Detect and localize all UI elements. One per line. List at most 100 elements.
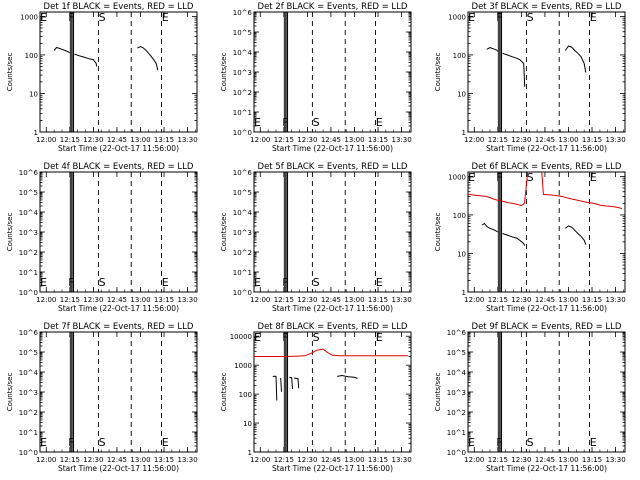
x-axis-label: Start Time (22-Oct-17 11:56:00): [58, 144, 179, 153]
lld-series-line: [468, 172, 529, 207]
xtick-label: 12:15: [60, 136, 80, 144]
xtick-label: 12:45: [535, 456, 555, 464]
events-series-line: [337, 374, 358, 379]
ytick-label: 1000: [448, 13, 466, 21]
xtick-label: 13:00: [558, 136, 578, 144]
x-axis-label: Start Time (22-Oct-17 11:56:00): [272, 144, 393, 153]
xtick-label: 12:30: [511, 296, 531, 304]
marker-letter-e: E: [468, 171, 475, 184]
marker-letter-f: F: [68, 436, 74, 449]
events-series-line: [502, 52, 526, 87]
xtick-label: 12:00: [464, 456, 484, 464]
xtick-label: 12:45: [107, 456, 127, 464]
marker-letter-f: F: [68, 11, 74, 24]
xtick-label: 13:30: [177, 296, 197, 304]
events-series-line: [502, 233, 526, 246]
xtick-label: 13:00: [344, 296, 364, 304]
marker-letter-e: E: [162, 276, 169, 289]
marker-letter-s: S: [99, 436, 106, 449]
events-series-line: [293, 377, 300, 389]
ytick-label: 1000: [234, 362, 252, 370]
ytick-label: 10^6: [19, 329, 39, 337]
xtick-label: 12:00: [36, 456, 56, 464]
x-axis-label: Start Time (22-Oct-17 11:56:00): [272, 304, 393, 313]
detector-panel-2: Det 2f BLACK = Events, RED = LLD 10^0 10^1…: [220, 2, 412, 153]
marker-letter-f: F: [282, 276, 288, 289]
ytick-label: 10: [457, 90, 466, 98]
y-axis-label: Counts/sec: [220, 373, 228, 412]
detector-panel-4: Det 4f BLACK = Events, RED = LLD 10^0 10^1…: [6, 162, 198, 313]
marker-letter-s: S: [527, 11, 534, 24]
ytick-label: 100: [239, 391, 252, 399]
plot-frame: [467, 11, 626, 133]
ytick-label: 10: [29, 90, 38, 98]
ytick-label: 10^4: [233, 49, 253, 57]
events-series-line: [280, 377, 282, 392]
marker-letter-e: E: [468, 436, 475, 449]
x-axis-label: Start Time (22-Oct-17 11:56:00): [486, 304, 607, 313]
ytick-label: 100: [453, 212, 466, 220]
xtick-label: 12:30: [297, 136, 317, 144]
ytick-label: 10^0: [233, 129, 252, 137]
plot-frame: [39, 171, 198, 293]
xtick-label: 12:45: [535, 296, 555, 304]
xtick-label: 12:15: [488, 296, 508, 304]
y-axis-label: Counts/sec: [434, 213, 442, 252]
plot-frame: [467, 331, 626, 453]
xtick-label: 12:45: [535, 136, 555, 144]
ytick-label: 10^3: [19, 229, 38, 237]
detector-panel-8: Det 8f BLACK = Events, RED = LLD 1 10 100 10…: [220, 322, 412, 473]
ytick-label: 10^3: [447, 389, 466, 397]
xtick-label: 13:30: [605, 136, 625, 144]
x-axis-label: Start Time (22-Oct-17 11:56:00): [486, 144, 607, 153]
ytick-label: 10^1: [233, 109, 252, 117]
ytick-label: 10^3: [233, 229, 252, 237]
xtick-label: 12:30: [83, 296, 103, 304]
xtick-label: 12:15: [274, 456, 294, 464]
ytick-label: 10^3: [233, 69, 252, 77]
ytick-label: 10^1: [19, 269, 38, 277]
ytick-label: 10^2: [233, 89, 252, 97]
ytick-label: 10^6: [19, 169, 39, 177]
ytick-label: 10^6: [447, 329, 467, 337]
xtick-label: 12:30: [83, 136, 103, 144]
ytick-label: 10^2: [19, 409, 38, 417]
xtick-label: 13:15: [582, 296, 602, 304]
xtick-label: 12:30: [511, 456, 531, 464]
panel-title: Det 9f BLACK = Events, RED = LLD: [472, 322, 622, 332]
lld-series-line: [541, 172, 623, 210]
plot-frame: [253, 331, 412, 453]
panel-title: Det 2f BLACK = Events, RED = LLD: [258, 2, 408, 12]
ytick-label: 10^0: [19, 289, 38, 297]
y-axis-label: Counts/sec: [434, 53, 442, 92]
ytick-label: 10^5: [447, 349, 466, 357]
panel-title: Det 4f BLACK = Events, RED = LLD: [44, 162, 194, 172]
y-axis-label: Counts/sec: [220, 213, 228, 252]
detector-panel-3: Det 3f BLACK = Events, RED = LLD 1 10 100 10…: [434, 2, 626, 153]
xtick-label: 13:30: [391, 296, 411, 304]
xtick-label: 12:45: [321, 456, 341, 464]
ytick-label: 10^3: [19, 389, 38, 397]
marker-letter-s: S: [313, 276, 320, 289]
xtick-label: 13:15: [154, 456, 174, 464]
y-axis-label: Counts/sec: [6, 53, 14, 92]
xtick-label: 12:00: [464, 136, 484, 144]
xtick-label: 13:30: [391, 136, 411, 144]
plot-frame: [467, 171, 626, 293]
panel-title: Det 1f BLACK = Events, RED = LLD: [44, 2, 194, 12]
xtick-label: 12:30: [83, 456, 103, 464]
xtick-label: 12:00: [250, 136, 270, 144]
xtick-label: 12:15: [488, 136, 508, 144]
xtick-label: 13:30: [605, 456, 625, 464]
events-series-line: [564, 45, 587, 73]
y-axis-label: Counts/sec: [220, 53, 228, 92]
events-series-line: [481, 222, 499, 233]
xtick-label: 13:15: [582, 456, 602, 464]
ytick-label: 1: [462, 129, 466, 137]
xtick-label: 12:45: [107, 296, 127, 304]
marker-letter-e: E: [376, 276, 383, 289]
marker-letter-f: F: [68, 276, 74, 289]
marker-letter-e: E: [468, 11, 475, 24]
xtick-label: 12:45: [321, 136, 341, 144]
marker-letter-e: E: [162, 436, 169, 449]
